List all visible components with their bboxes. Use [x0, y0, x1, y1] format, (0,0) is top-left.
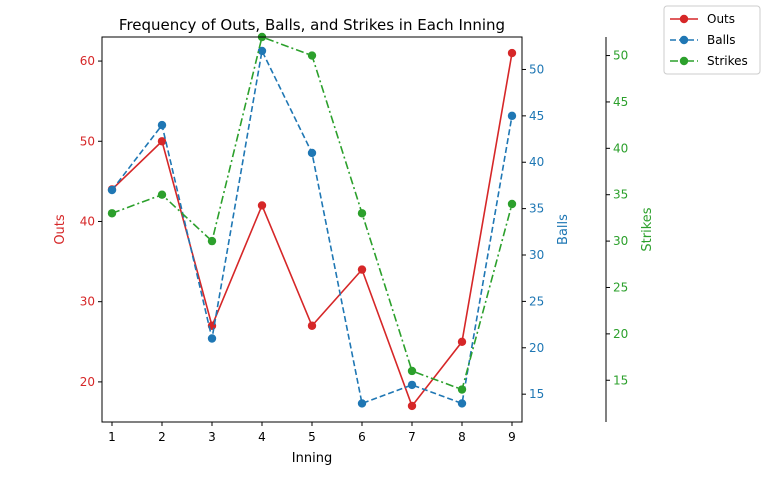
x-tick-label: 8: [458, 430, 466, 444]
data-point-balls: [457, 399, 467, 408]
data-point-balls: [157, 120, 167, 130]
data-point-strikes: [457, 385, 467, 394]
data-point-balls: [507, 111, 517, 121]
x-tick-label: 7: [408, 430, 416, 444]
balls-y-tick-label: 25: [529, 294, 544, 308]
strikes-y-tick-label: 50: [613, 49, 628, 63]
chart-title: Frequency of Outs, Balls, and Strikes in…: [119, 16, 505, 34]
strikes-y-tick-label: 35: [613, 188, 628, 202]
strikes-y-tick-label: 15: [613, 373, 628, 387]
outs-y-tick-label: 60: [80, 54, 95, 68]
data-point-strikes: [407, 366, 417, 376]
series-line-outs: [111, 52, 513, 408]
outs-y-tick-label: 20: [80, 375, 95, 389]
data-point-strikes: [207, 236, 217, 246]
balls-y-tick-label: 30: [529, 248, 544, 262]
legend-marker-balls: [679, 35, 689, 45]
outs-y-tick-label: 40: [80, 214, 95, 228]
x-tick-label: 6: [358, 430, 366, 444]
balls-y-tick-label: 45: [529, 109, 544, 123]
x-tick-label: 3: [208, 430, 216, 444]
x-tick-label: 2: [158, 430, 166, 444]
data-point-outs: [157, 137, 167, 146]
balls-y-tick-label: 20: [529, 341, 544, 355]
data-point-strikes: [157, 190, 167, 199]
legend: Outs Balls Strikes: [663, 5, 761, 75]
balls-y-tick-label: 50: [529, 62, 544, 76]
outs-axis-label: Outs: [53, 214, 68, 245]
x-tick-label: 9: [508, 430, 516, 444]
legend-marker-outs: [679, 14, 689, 24]
data-point-outs: [307, 321, 317, 330]
data-point-balls: [357, 399, 367, 408]
legend-label-outs: Outs: [707, 12, 735, 26]
data-point-balls: [257, 46, 267, 56]
data-point-balls: [107, 185, 117, 195]
strikes-y-tick-label: 45: [613, 95, 628, 109]
outs-y-tick-label: 30: [80, 295, 95, 309]
balls-y-tick-label: 15: [529, 387, 544, 401]
series-line-strikes: [111, 35, 513, 391]
data-point-outs: [507, 48, 517, 58]
balls-axis-label: Balls: [556, 214, 571, 245]
legend-label-balls: Balls: [707, 33, 736, 47]
legend-label-strikes: Strikes: [707, 54, 748, 68]
strikes-axis-label: Strikes: [640, 207, 655, 251]
data-point-outs: [407, 401, 417, 411]
axes-layer: 1 2 3 4 5 6 7 8 92030405060Outs1520253035404550B…: [53, 37, 655, 444]
data-point-strikes: [307, 51, 317, 60]
x-tick-label: 1: [108, 430, 116, 444]
balls-y-tick-label: 40: [529, 155, 544, 169]
data-point-strikes: [107, 209, 117, 218]
plot-frame: [101, 36, 523, 423]
data-point-balls: [307, 148, 317, 158]
data-point-strikes: [507, 199, 517, 209]
data-point-strikes: [357, 209, 367, 218]
data-point-outs: [357, 265, 367, 274]
x-axis-label: Inning: [292, 451, 332, 466]
data-point-balls: [207, 334, 217, 343]
series-layer: [107, 32, 517, 411]
legend-marker-strikes: [679, 56, 689, 66]
strikes-y-tick-label: 30: [613, 234, 628, 248]
x-tick-label: 4: [258, 430, 266, 444]
outs-y-tick-label: 50: [80, 134, 95, 148]
data-point-outs: [457, 337, 467, 346]
balls-y-tick-label: 35: [529, 202, 544, 216]
x-tick-label: 5: [308, 430, 316, 444]
legend-box: [663, 5, 761, 75]
strikes-y-tick-label: 40: [613, 141, 628, 155]
series-line-balls: [111, 48, 513, 405]
data-point-balls: [407, 380, 417, 390]
data-point-outs: [257, 201, 267, 210]
strikes-y-tick-label: 25: [613, 280, 628, 294]
strikes-y-tick-label: 20: [613, 327, 628, 341]
